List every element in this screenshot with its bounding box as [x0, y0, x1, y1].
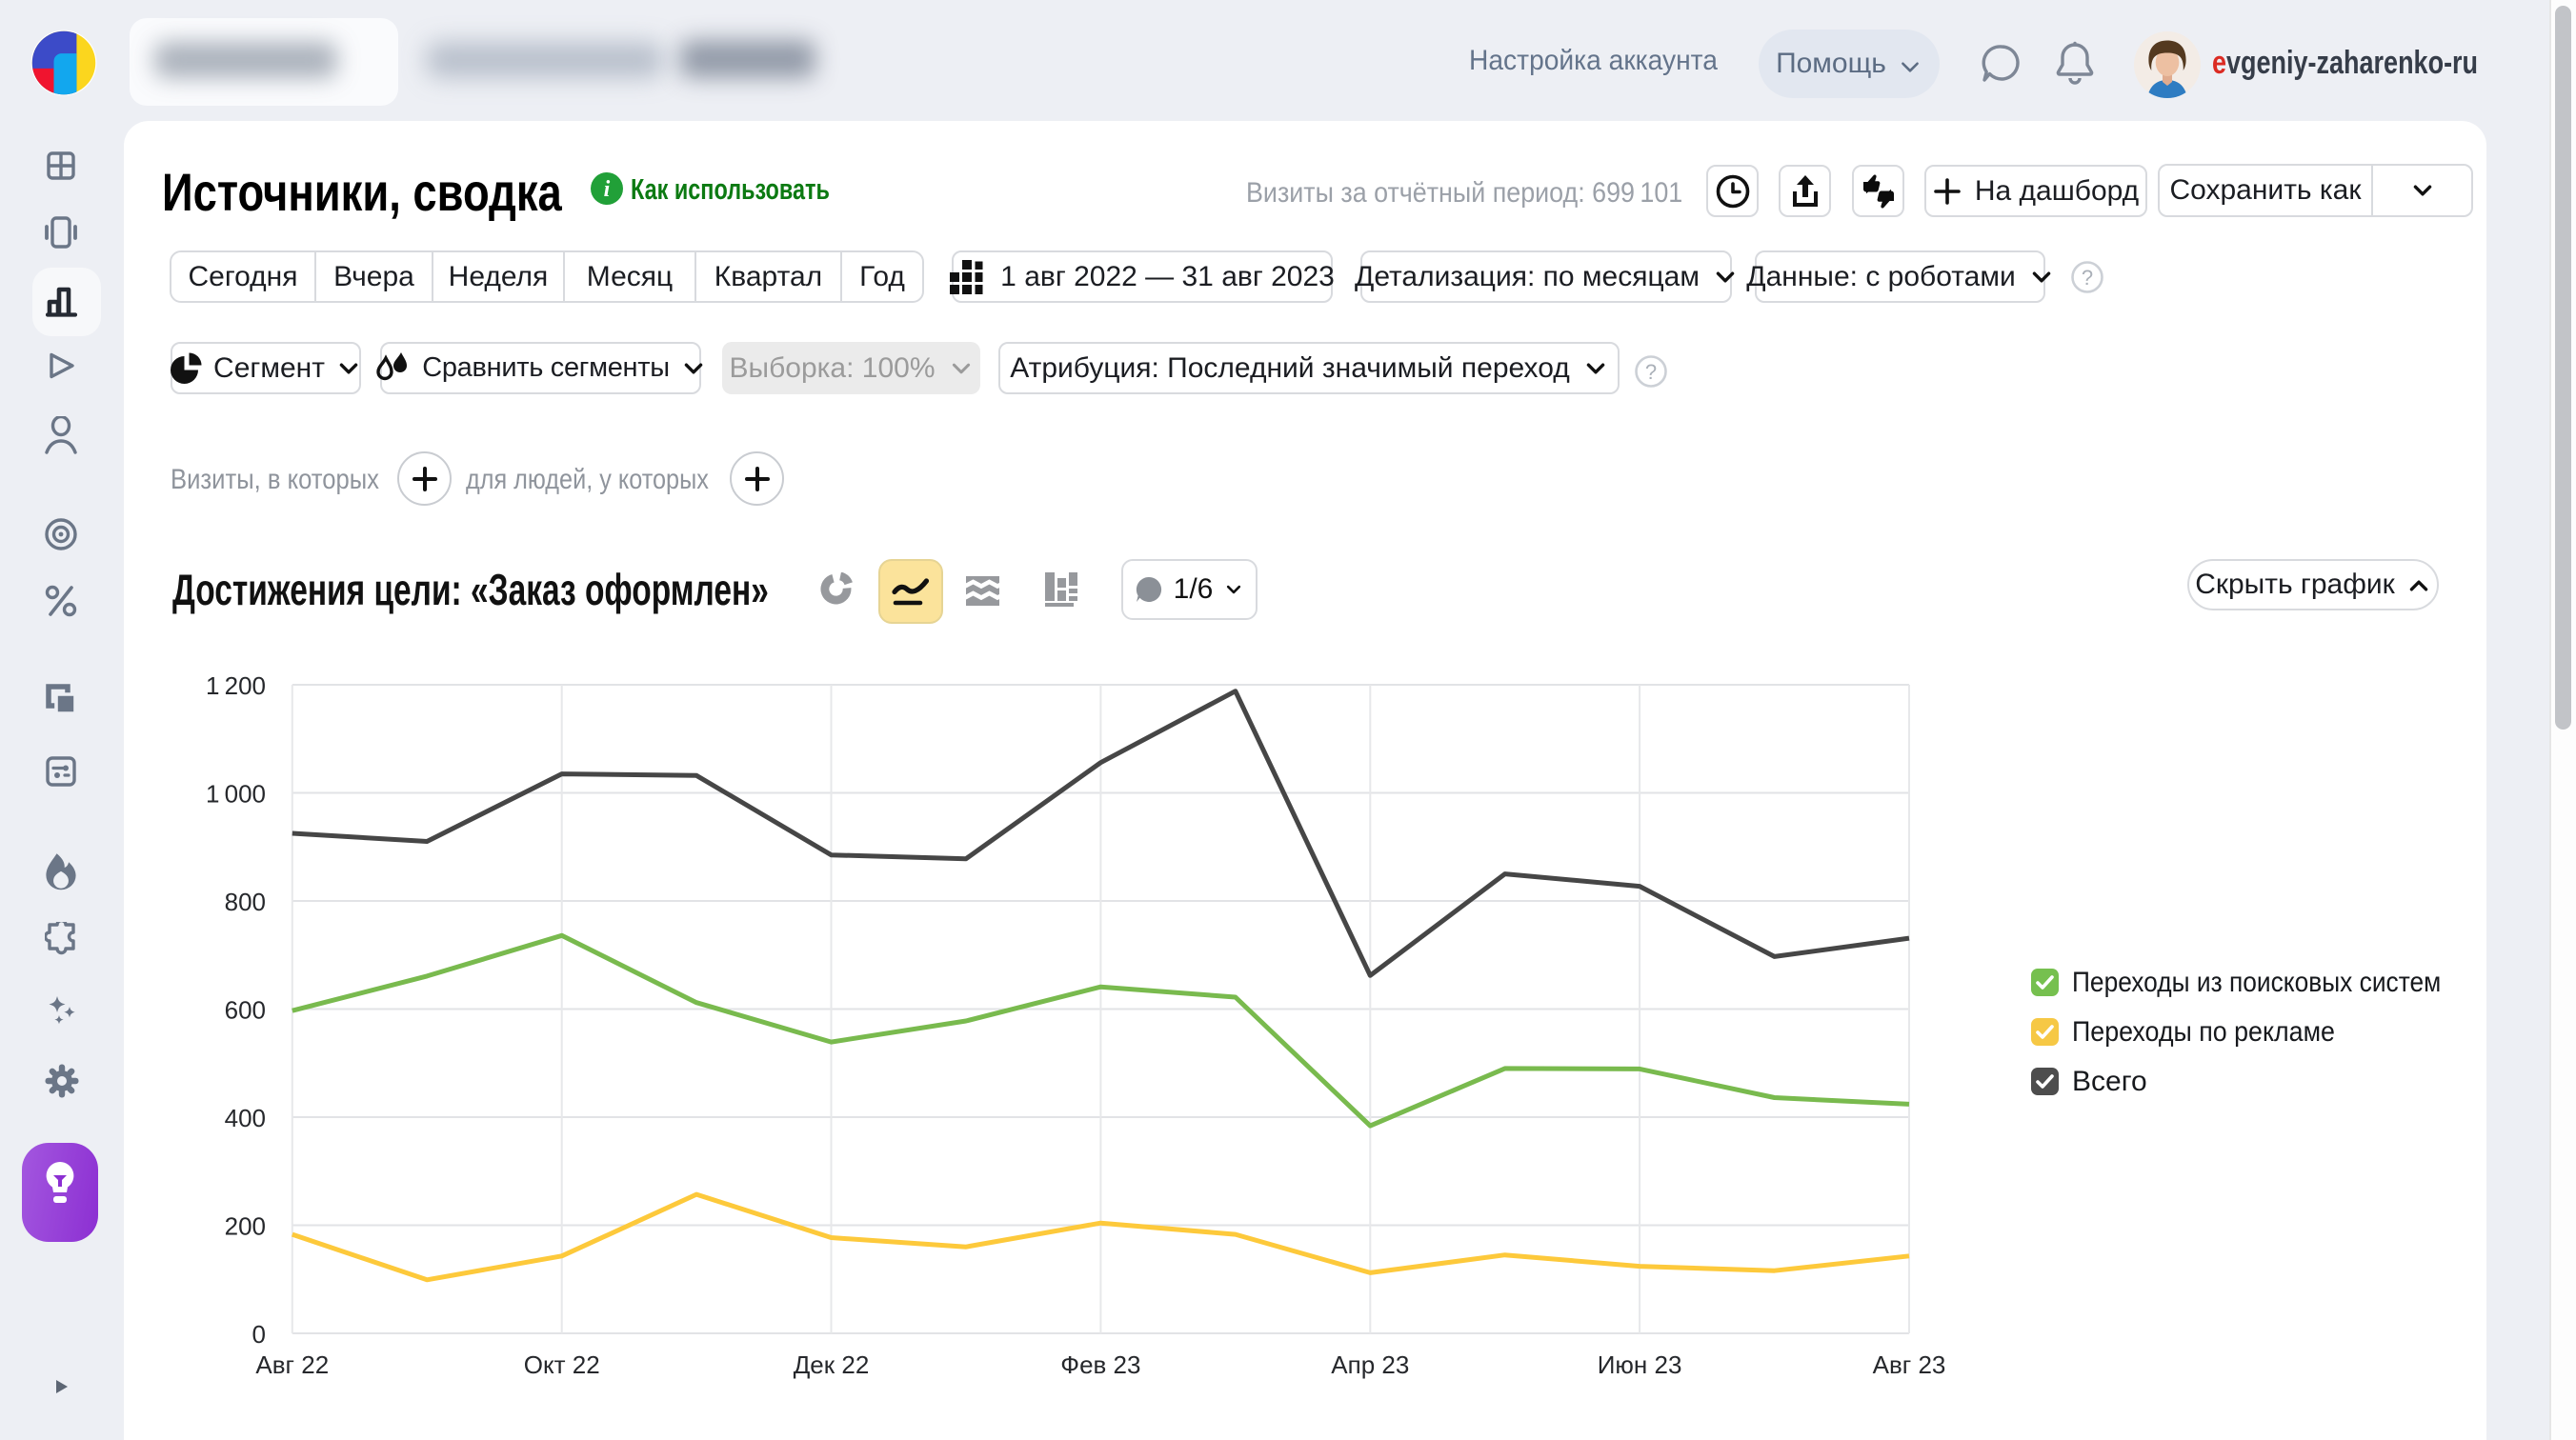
svg-text:Авг 23: Авг 23	[1873, 1350, 1946, 1379]
svg-text:Дек 22: Дек 22	[794, 1350, 870, 1379]
svg-text:1 200: 1 200	[206, 671, 266, 700]
svg-text:200: 200	[225, 1212, 266, 1241]
svg-text:1 000: 1 000	[206, 780, 266, 809]
svg-text:i: i	[604, 177, 611, 202]
svg-text:Окт 22: Окт 22	[524, 1350, 600, 1379]
svg-text:Авг 22: Авг 22	[255, 1350, 329, 1379]
svg-text:800: 800	[225, 888, 266, 916]
svg-text:400: 400	[225, 1104, 266, 1132]
svg-text:?: ?	[2082, 266, 2093, 290]
svg-text:Июн 23: Июн 23	[1598, 1350, 1682, 1379]
svg-text:?: ?	[1645, 360, 1657, 384]
svg-text:0: 0	[252, 1320, 266, 1349]
svg-text:Фев 23: Фев 23	[1060, 1350, 1140, 1379]
svg-text:600: 600	[225, 996, 266, 1025]
svg-text:Апр 23: Апр 23	[1331, 1350, 1409, 1379]
